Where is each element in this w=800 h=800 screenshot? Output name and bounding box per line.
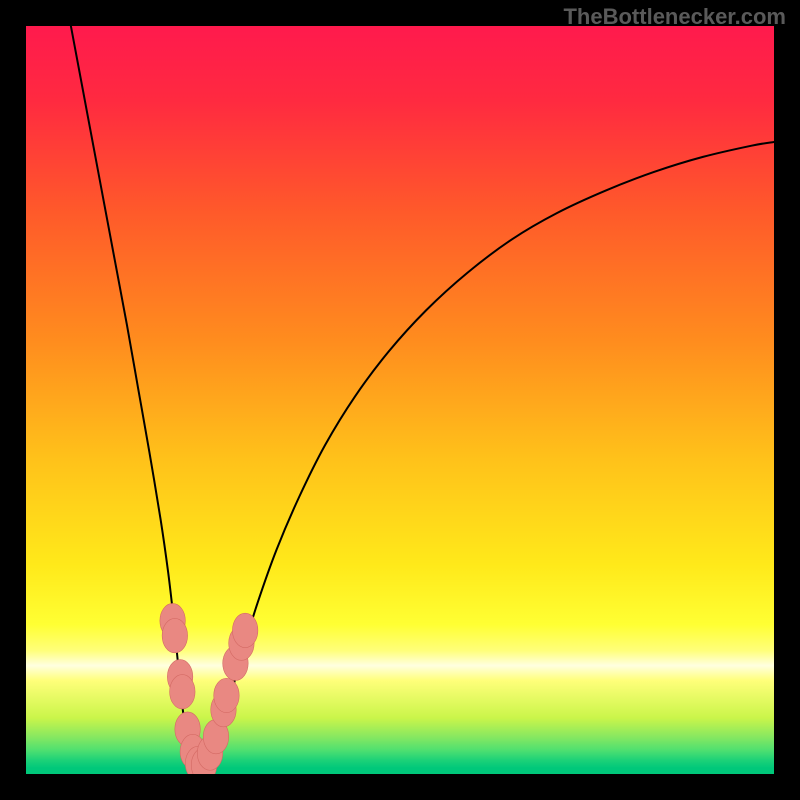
plot-background (26, 26, 774, 774)
data-marker (170, 675, 195, 709)
data-marker (214, 678, 239, 712)
data-marker (162, 618, 187, 652)
data-marker (232, 613, 257, 647)
chart-frame: TheBottlenecker.com (0, 0, 800, 800)
bottleneck-chart (0, 0, 800, 800)
